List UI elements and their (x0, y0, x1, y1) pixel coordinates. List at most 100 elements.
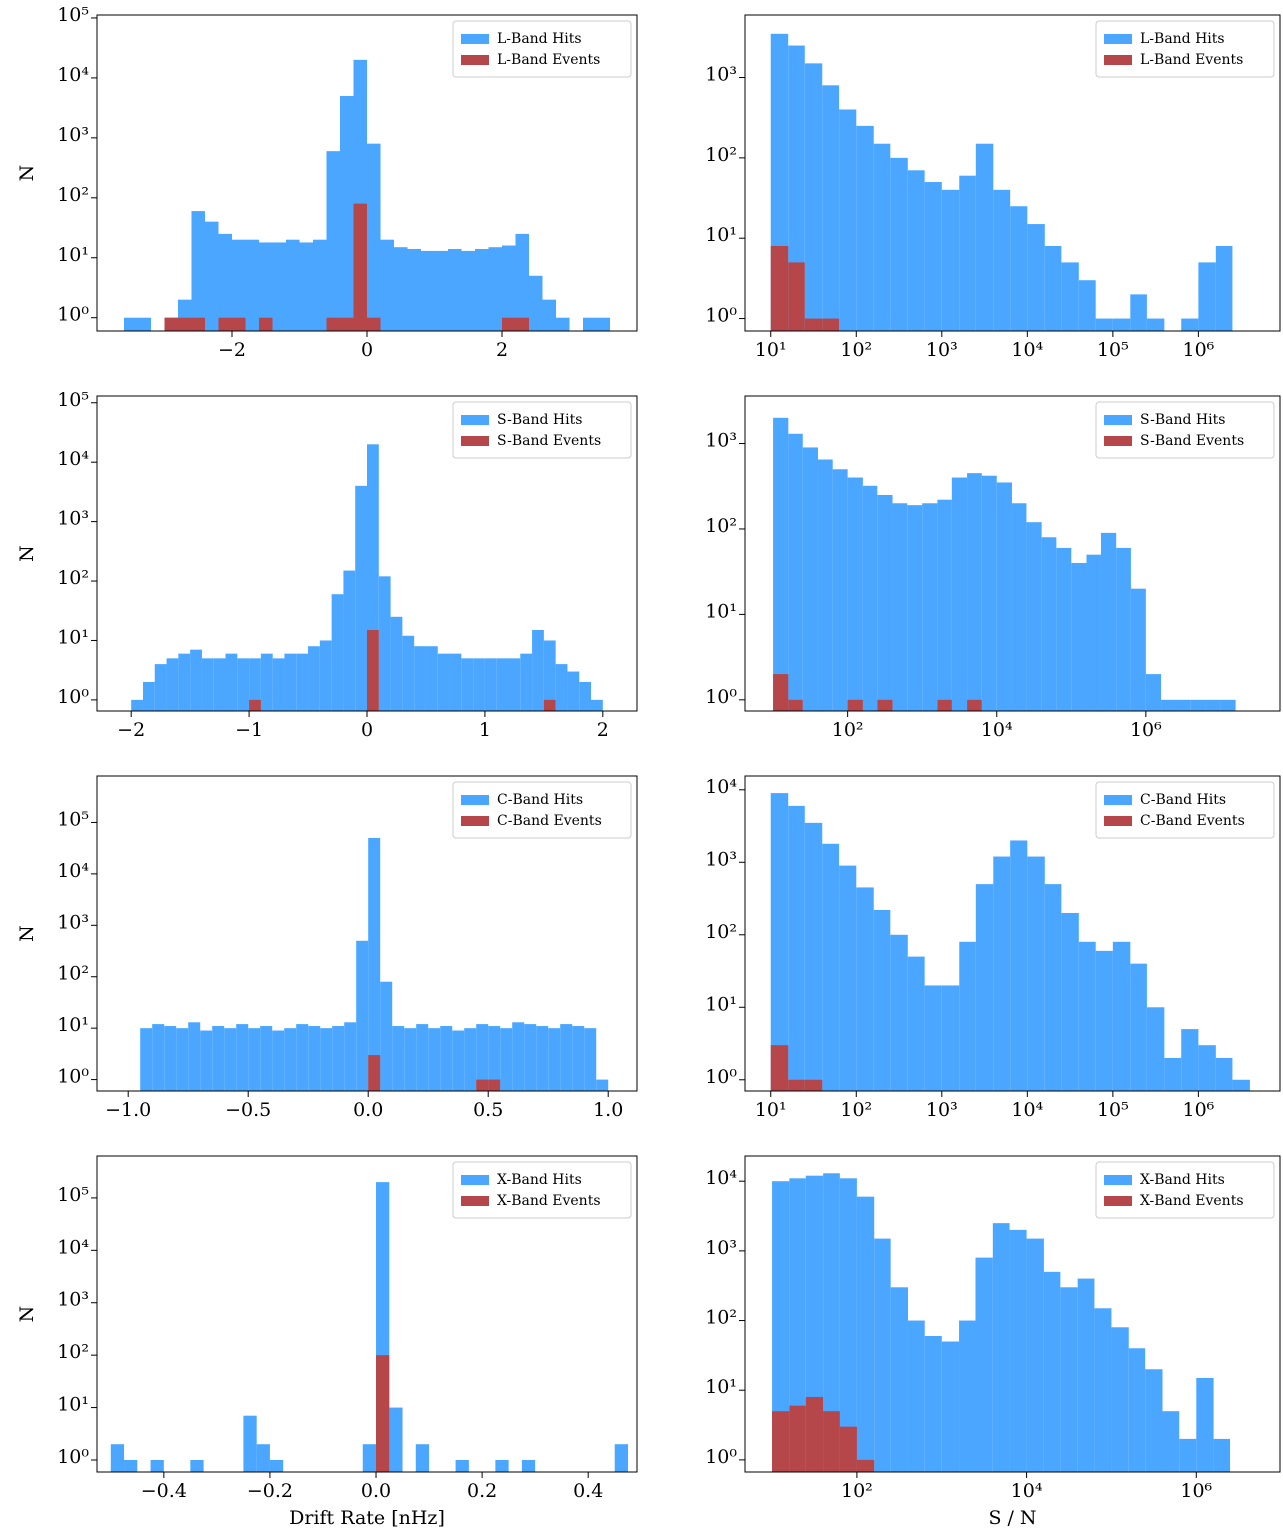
hist-bar (343, 570, 356, 711)
hist-bar (1100, 532, 1117, 711)
hist-bar (1213, 1438, 1231, 1472)
hist-bar (941, 985, 960, 1091)
hist-bar (414, 646, 426, 711)
hist-bar (788, 45, 805, 331)
hist-bar (232, 317, 246, 331)
hist-bar (448, 248, 462, 331)
x-tick-label: −0.5 (225, 1099, 271, 1121)
hist-bar (243, 1415, 257, 1472)
hist-bar (873, 143, 891, 331)
legend-label: X-Band Events (497, 1193, 601, 1209)
y-tick-label: 10³ (705, 1237, 737, 1259)
y-tick-label: 10³ (705, 848, 737, 870)
x-tick-label: 0.0 (361, 1480, 391, 1502)
hist-bar (1077, 1278, 1095, 1472)
hist-bar (1027, 856, 1045, 1091)
hist-bar (402, 635, 415, 711)
y-tick-label: 10² (705, 1307, 737, 1329)
hist-bar (1181, 1029, 1199, 1091)
y-tick-label: 10⁰ (57, 1066, 89, 1088)
hist-bar (967, 473, 982, 711)
x-tick-label: −1.0 (105, 1099, 151, 1121)
hist-bar (1232, 1079, 1250, 1091)
x-tick-label: 10⁶ (1180, 1480, 1212, 1502)
hist-bar (941, 189, 960, 331)
y-tick-label: 10³ (705, 64, 737, 86)
hist-bar (975, 1257, 993, 1472)
hist-bar (164, 1026, 177, 1091)
hist-bar (205, 221, 219, 331)
hist-bar (200, 1030, 213, 1091)
x-tick-label: 0.2 (467, 1480, 497, 1502)
hist-bar (839, 1426, 857, 1472)
x-tick-label: 0 (361, 339, 373, 361)
y-axis-label: N (16, 545, 38, 562)
hist-bar (475, 248, 489, 331)
hist-bar (591, 699, 603, 711)
hist-bar (380, 981, 393, 1091)
hist-bar (362, 1444, 377, 1472)
y-tick-label: 10² (57, 1341, 89, 1363)
hist-bar (284, 1028, 297, 1091)
hist-bar (822, 318, 840, 331)
hist-bar (1086, 554, 1101, 711)
y-tick-label: 10¹ (57, 626, 89, 648)
x-tick-label: 2 (496, 339, 508, 361)
legend-label: X-Band Events (1140, 1193, 1244, 1209)
hist-bar (1112, 941, 1131, 1091)
hist-bar (269, 1459, 284, 1472)
hist-bar (789, 1405, 806, 1472)
hist-bar (201, 658, 214, 711)
hist-bar (873, 909, 891, 1091)
x-tick-label: 10⁶ (1182, 1099, 1214, 1121)
y-tick-label: 10⁰ (57, 1446, 89, 1468)
legend-swatch (1104, 795, 1132, 805)
x-tick-label: −0.2 (247, 1480, 293, 1502)
x-tick-label: 1 (479, 719, 491, 741)
hist-bar (461, 658, 474, 711)
hist-bar (1061, 262, 1079, 331)
x-tick-label: −0.4 (141, 1480, 187, 1502)
x-tick-label: 10³ (926, 339, 958, 361)
hist-bar (394, 247, 408, 331)
hist-bar (856, 125, 874, 331)
hist-bar (839, 865, 857, 1091)
hist-bar (789, 1178, 806, 1472)
hist-bar (770, 793, 789, 1091)
hist-bar (224, 1028, 237, 1091)
hist-bar (191, 317, 205, 331)
hist-bar (131, 699, 143, 711)
hist-bar (464, 1028, 477, 1091)
x-tick-label: −2 (218, 339, 246, 361)
hist-bar (437, 653, 450, 711)
legend-label: L-Band Events (497, 52, 600, 68)
hist-bar (425, 646, 438, 711)
plot-frame (96, 1155, 638, 1473)
hist-bar (188, 1022, 201, 1091)
hist-bar (543, 699, 556, 711)
hist-bar (823, 1411, 840, 1472)
y-tick-label: 10³ (57, 1289, 89, 1311)
hist-bar (259, 317, 273, 331)
hist-bar (1164, 1057, 1182, 1091)
hist-bar (772, 1181, 790, 1472)
hist-bar (476, 1024, 489, 1091)
legend-swatch (1104, 34, 1132, 44)
y-tick-label: 10² (57, 963, 89, 985)
x-tick-label: −2 (117, 719, 145, 741)
x-tick-label: 10⁴ (981, 719, 1013, 741)
hist-bar (524, 1024, 537, 1091)
hist-bar (331, 594, 344, 711)
hist-bar (862, 485, 878, 711)
hist-bar (296, 653, 309, 711)
legend-label: S-Band Hits (1140, 412, 1225, 428)
hist-bar (1215, 1057, 1233, 1091)
y-tick-label: 10⁰ (705, 305, 737, 327)
y-tick-label: 10⁰ (57, 304, 89, 326)
hist-bar (1205, 699, 1221, 711)
hist-bar (877, 494, 893, 711)
hist-bar (992, 1223, 1010, 1472)
hist-bar (1128, 1348, 1146, 1472)
y-tick-label: 10⁵ (57, 389, 89, 411)
hist-bar (500, 1028, 513, 1091)
